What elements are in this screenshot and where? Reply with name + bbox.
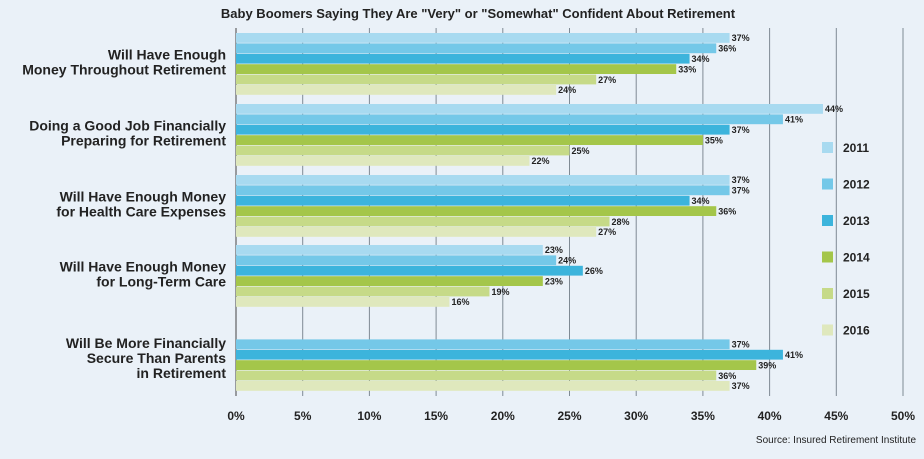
category-labels: Will Have Enough Money Throughout Retirem… xyxy=(22,47,226,382)
bar-value-label: 36% xyxy=(718,371,736,381)
bar-value-label: 25% xyxy=(572,146,590,156)
bar-value-label: 37% xyxy=(732,340,750,350)
bar xyxy=(236,276,543,286)
bar xyxy=(236,339,730,350)
bar xyxy=(236,185,730,196)
chart-title: Baby Boomers Saying They Are "Very" or "… xyxy=(221,6,736,21)
legend-label: 2016 xyxy=(843,324,870,338)
legend-swatch xyxy=(822,288,833,299)
bar-value-label: 19% xyxy=(491,287,509,297)
chart-source: Source: Insured Retirement Institute xyxy=(756,435,917,446)
bar-value-label: 35% xyxy=(705,135,723,145)
bar-value-label: 16% xyxy=(451,297,469,307)
bar-value-label: 36% xyxy=(718,44,736,54)
category-label: Will Have Enough Money for Health Care Ex… xyxy=(56,189,226,220)
x-tick-label: 10% xyxy=(357,409,381,423)
bar xyxy=(236,43,717,54)
bar xyxy=(236,381,730,391)
bar-value-label: 23% xyxy=(545,276,563,286)
bars: 37%36%34%33%27%24%44%41%37%35%25%22%37%3… xyxy=(236,33,843,391)
legend-swatch xyxy=(822,324,833,336)
bar-value-label: 44% xyxy=(825,104,843,114)
x-axis-ticks: 0% 5% 10% 15% 20% 25% 30% 35% 40% 45% 50% xyxy=(227,409,915,423)
bar xyxy=(236,156,530,166)
bar xyxy=(236,370,717,381)
bar xyxy=(236,286,490,297)
x-tick-label: 30% xyxy=(624,409,648,423)
x-tick-label: 15% xyxy=(424,409,448,423)
legend-label: 2013 xyxy=(843,214,870,228)
bar-value-label: 37% xyxy=(732,186,750,196)
category-label: Will Have Enough Money for Long-Term Care xyxy=(60,259,227,290)
bar-value-label: 37% xyxy=(732,33,750,43)
x-tick-label: 35% xyxy=(691,409,715,423)
bar-value-label: 39% xyxy=(758,360,776,370)
bar-value-label: 23% xyxy=(545,245,563,255)
bar-value-label: 41% xyxy=(785,115,803,125)
bar-value-label: 24% xyxy=(558,256,576,266)
bar-value-label: 34% xyxy=(692,54,710,64)
category-label: Doing a Good Job Financially Preparing fo… xyxy=(29,118,226,149)
legend-label: 2014 xyxy=(843,251,870,265)
bar-value-label: 37% xyxy=(732,125,750,135)
x-tick-label: 0% xyxy=(227,409,245,423)
legend: 2011 2012 2013 2014 2015 2016 xyxy=(822,141,870,338)
bar-value-label: 24% xyxy=(558,85,576,95)
bar xyxy=(236,360,757,370)
bar xyxy=(236,206,717,216)
bar-value-label: 36% xyxy=(718,206,736,216)
bar xyxy=(236,104,823,114)
x-tick-label: 20% xyxy=(491,409,515,423)
bar-value-label: 37% xyxy=(732,381,750,391)
bar xyxy=(236,216,610,227)
legend-swatch xyxy=(822,215,833,226)
bar xyxy=(236,145,570,156)
bar-value-label: 22% xyxy=(531,156,549,166)
bar xyxy=(236,85,557,95)
bar xyxy=(236,349,783,360)
x-tick-label: 25% xyxy=(557,409,581,423)
x-tick-label: 45% xyxy=(824,409,848,423)
category-label: Will Have Enough Money Throughout Retirem… xyxy=(22,47,226,78)
x-tick-label: 40% xyxy=(758,409,782,423)
bar xyxy=(236,175,730,185)
bar xyxy=(236,135,703,145)
bar xyxy=(236,227,597,237)
legend-label: 2012 xyxy=(843,178,870,192)
bar-value-label: 37% xyxy=(732,175,750,185)
bar-value-label: 41% xyxy=(785,350,803,360)
bar-value-label: 28% xyxy=(612,217,630,227)
legend-swatch xyxy=(822,251,833,263)
legend-label: 2011 xyxy=(843,141,869,155)
bar-value-label: 34% xyxy=(692,196,710,206)
bar xyxy=(236,255,557,266)
legend-label: 2015 xyxy=(843,287,870,301)
bar xyxy=(236,114,783,125)
bar xyxy=(236,74,597,85)
bar xyxy=(236,124,730,135)
bar-value-label: 33% xyxy=(678,64,696,74)
legend-swatch xyxy=(822,142,833,153)
bar-value-label: 27% xyxy=(598,75,616,85)
bar-value-label: 26% xyxy=(585,266,603,276)
legend-swatch xyxy=(822,178,833,190)
bar-value-label: 27% xyxy=(598,227,616,237)
bar xyxy=(236,64,677,74)
bar xyxy=(236,297,450,307)
bar xyxy=(236,195,690,206)
bar xyxy=(236,265,583,276)
bar xyxy=(236,33,730,43)
bar xyxy=(236,53,690,64)
x-tick-label: 5% xyxy=(294,409,312,423)
category-label: Will Be More Financially Secure Than Pare… xyxy=(66,335,226,381)
bar xyxy=(236,245,543,255)
x-tick-label: 50% xyxy=(891,409,915,423)
